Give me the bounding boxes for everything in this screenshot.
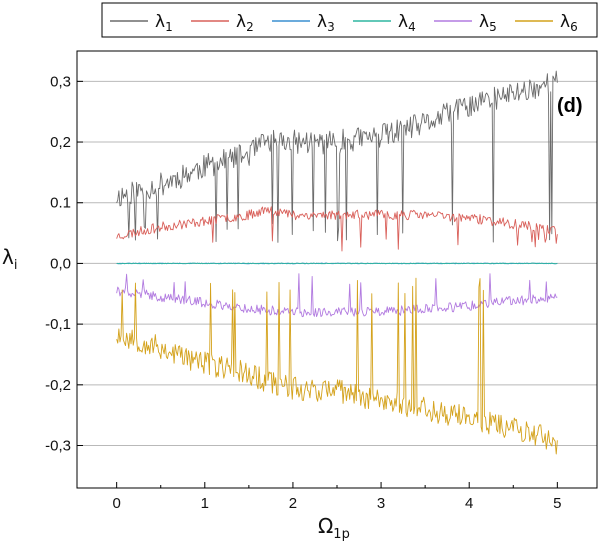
legend-subscript: 6 — [570, 20, 578, 34]
x-tick-label: 1 — [201, 495, 209, 512]
x-tick-label: 5 — [553, 495, 561, 512]
x-tick-label: 0 — [112, 495, 120, 512]
legend-subscript: 4 — [408, 20, 416, 34]
panel-label: (d) — [557, 95, 583, 117]
x-axis-title-symbol: Ω — [318, 514, 333, 538]
series-λ4 — [116, 262, 558, 265]
series-lines — [116, 70, 558, 455]
legend: λ1 λ2 λ3 λ4 λ5 λ6 — [101, 2, 598, 38]
legend-symbol: λ — [317, 12, 327, 32]
legend-symbol: λ — [479, 12, 489, 32]
legend-symbol: λ — [236, 12, 246, 32]
legend-label: λ1 — [155, 12, 173, 34]
legend-symbol: λ — [155, 12, 165, 32]
y-tick-label: 0,3 — [50, 73, 71, 90]
legend-subscript: 3 — [327, 20, 335, 34]
y-tick-label: 0,0 — [50, 255, 71, 272]
legend-subscript: 5 — [489, 20, 497, 34]
legend-subscript: 2 — [246, 20, 254, 34]
axis-ticks: 0 1 2 3 4 5 -0,3 -0,2 -0,1 0,0 0.1 0,2 0,3 — [45, 73, 561, 512]
legend-symbol: λ — [560, 12, 570, 32]
plot-frame — [76, 50, 598, 489]
y-axis-title-symbol: λ — [2, 245, 14, 269]
x-axis-title: Ω1p — [318, 514, 350, 542]
legend-label: λ4 — [398, 12, 416, 34]
series-λ6 — [116, 277, 558, 455]
y-axis-title: λi — [2, 245, 17, 273]
y-tick-label: -0,3 — [45, 438, 71, 455]
series-λ2 — [116, 206, 558, 252]
y-tick-label: -0,1 — [45, 316, 71, 333]
y-axis-title-subscript: i — [14, 258, 18, 273]
legend-label: λ3 — [317, 12, 335, 34]
legend-symbol: λ — [398, 12, 408, 32]
x-tick-label: 2 — [289, 495, 297, 512]
x-tick-label: 4 — [465, 495, 473, 512]
legend-label: λ6 — [560, 12, 578, 34]
legend-label: λ2 — [236, 12, 254, 34]
series-λ1 — [116, 70, 558, 243]
legend-label: λ5 — [479, 12, 497, 34]
x-axis-title-subscript: 1p — [333, 527, 350, 542]
x-tick-label: 3 — [377, 495, 385, 512]
y-tick-label: 0,2 — [50, 134, 71, 151]
y-tick-label: 0.1 — [50, 195, 71, 212]
legend-box — [101, 2, 598, 38]
series-λ5 — [116, 273, 558, 318]
legend-subscript: 1 — [165, 20, 173, 34]
y-tick-label: -0,2 — [45, 377, 71, 394]
